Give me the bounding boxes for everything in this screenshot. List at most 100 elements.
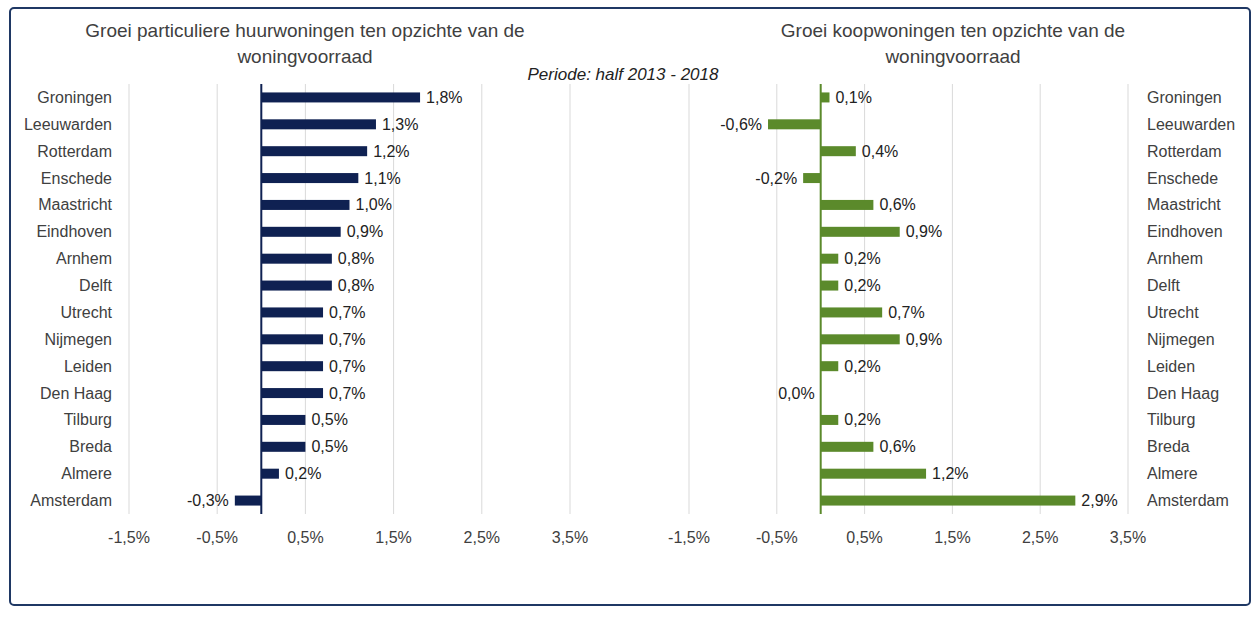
bar [261, 119, 376, 129]
bar [261, 173, 358, 183]
grid-line [1040, 84, 1041, 514]
data-label: 0,7% [329, 304, 365, 321]
tick-label: -0,5% [756, 529, 798, 546]
subtitle: Periode: half 2013 - 2018 [528, 65, 719, 84]
category-label: Groningen [37, 89, 112, 106]
data-label: 1,1% [364, 170, 400, 187]
category-label: Breda [69, 438, 112, 455]
bar [821, 415, 839, 425]
data-label: 0,9% [906, 331, 942, 348]
chart-canvas: Periode: half 2013 - 2018Groei particuli… [0, 0, 1260, 617]
data-label: 0,8% [338, 250, 374, 267]
category-label: Tilburg [1147, 411, 1195, 428]
bar [261, 92, 420, 102]
outer-frame [10, 8, 1250, 605]
data-label: 0,5% [311, 438, 347, 455]
grid-line [1128, 84, 1129, 514]
title-line: Groei koopwoningen ten opzichte van de [781, 20, 1125, 41]
bar [821, 469, 926, 479]
bar [821, 281, 839, 291]
category-label: Enschede [1147, 170, 1218, 187]
tick-label: 0,5% [287, 529, 323, 546]
grid-line [952, 84, 953, 514]
bar [261, 146, 367, 156]
bar [261, 227, 340, 237]
zero-axis [260, 84, 262, 514]
grid-line [217, 84, 218, 514]
data-label: 0,9% [906, 223, 942, 240]
data-label: 0,7% [329, 385, 365, 402]
data-label: 0,2% [844, 250, 880, 267]
bar [821, 307, 882, 317]
category-label: Groningen [1147, 89, 1222, 106]
category-label: Almere [61, 465, 112, 482]
bar [768, 119, 821, 129]
bar [261, 307, 323, 317]
chart: Groei particuliere huurwoningen ten opzi… [24, 20, 588, 546]
data-label: 1,0% [356, 196, 392, 213]
bar [821, 146, 856, 156]
bar [821, 334, 900, 344]
category-label: Delft [79, 277, 112, 294]
bar [821, 92, 830, 102]
data-label: -0,6% [720, 116, 762, 133]
bars [235, 92, 420, 505]
category-label: Den Haag [1147, 385, 1219, 402]
bar [821, 496, 1076, 506]
category-label: Nijmegen [44, 331, 112, 348]
bar [261, 254, 332, 264]
bar [821, 361, 839, 371]
tick-label: 1,5% [375, 529, 411, 546]
data-label: 0,6% [879, 438, 915, 455]
data-label: 0,8% [338, 277, 374, 294]
bars [768, 92, 1075, 505]
bar [821, 442, 874, 452]
data-label: 2,9% [1081, 492, 1117, 509]
data-label: 0,7% [329, 358, 365, 375]
grid-line [689, 84, 690, 514]
tick-label: 3,5% [1110, 529, 1146, 546]
bar [821, 200, 874, 210]
chart-title: Groei particuliere huurwoningen ten opzi… [85, 20, 524, 67]
bar [261, 442, 305, 452]
tick-label: -1,5% [108, 529, 150, 546]
category-label: Amsterdam [1147, 492, 1229, 509]
bar [261, 361, 323, 371]
data-label: 1,3% [382, 116, 418, 133]
tick-label: 0,5% [846, 529, 882, 546]
data-label: 0,4% [862, 143, 898, 160]
data-label: 0,2% [844, 358, 880, 375]
title-line: woningvoorraad [236, 46, 372, 67]
category-label: Almere [1147, 465, 1198, 482]
category-label: Leeuwarden [1147, 116, 1235, 133]
bar [261, 281, 332, 291]
data-label: 0,9% [347, 223, 383, 240]
category-label: Rotterdam [37, 143, 112, 160]
data-label: 0,0% [778, 385, 814, 402]
category-label: Tilburg [64, 411, 112, 428]
grid-line [776, 84, 777, 514]
category-label: Arnhem [56, 250, 112, 267]
category-label: Den Haag [40, 385, 112, 402]
data-label: 0,7% [329, 331, 365, 348]
category-label: Utrecht [1147, 304, 1199, 321]
data-label: 0,1% [835, 89, 871, 106]
category-label: Nijmegen [1147, 331, 1215, 348]
category-label: Rotterdam [1147, 143, 1222, 160]
data-label: 0,2% [844, 277, 880, 294]
bar [821, 227, 900, 237]
chart: Groei koopwoningen ten opzichte van de wo… [668, 20, 1235, 546]
category-label: Eindhoven [36, 223, 112, 240]
tick-label: 3,5% [552, 529, 588, 546]
data-label: -0,2% [755, 170, 797, 187]
category-label: Leiden [64, 358, 112, 375]
data-label: -0,3% [187, 492, 229, 509]
tick-label: -1,5% [668, 529, 710, 546]
title-line: woningvoorraad [884, 46, 1020, 67]
grid-line [481, 84, 482, 514]
data-label: 1,2% [373, 143, 409, 160]
category-label: Leeuwarden [24, 116, 112, 133]
data-label: 1,8% [426, 89, 462, 106]
category-label: Eindhoven [1147, 223, 1223, 240]
bar [261, 469, 279, 479]
